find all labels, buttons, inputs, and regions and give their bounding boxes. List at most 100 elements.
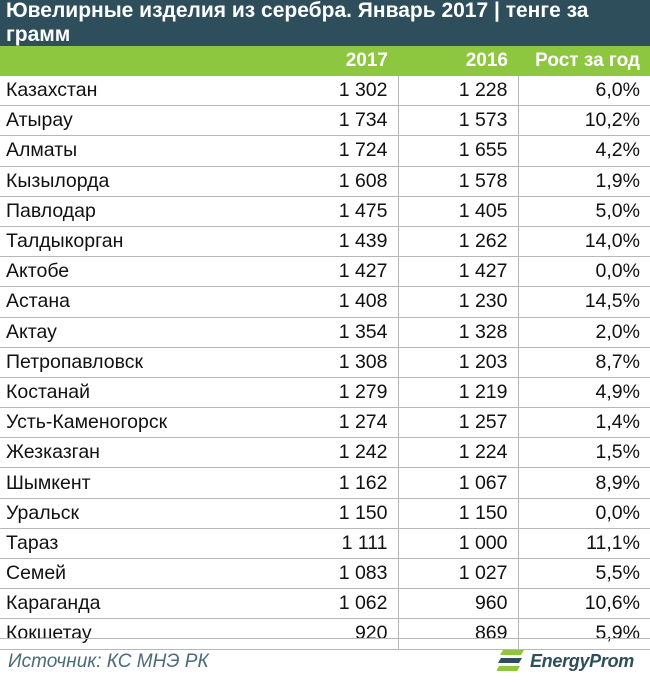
growth-cell: 4,9% (518, 377, 650, 409)
growth-cell: 14,0% (518, 226, 650, 258)
table-row: Атырау 1 734 1 573 10,2% (0, 105, 650, 137)
growth-cell: 11,1% (518, 528, 650, 560)
value-2016-cell: 1 027 (398, 558, 519, 590)
growth-cell: 4,2% (518, 135, 650, 167)
price-table: 2017 2016 Рост за год Казахстан 1 302 1 22… (0, 46, 650, 650)
value-2017-cell: 1 274 (280, 407, 399, 439)
growth-cell: 14,5% (518, 286, 650, 318)
value-2016-cell: 1 257 (398, 407, 519, 439)
table-row: Астана 1 408 1 230 14,5% (0, 286, 650, 318)
region-name-cell: Казахстан (0, 76, 280, 107)
value-2017-cell: 1 439 (280, 226, 399, 258)
value-2017-cell: 1 308 (280, 347, 399, 378)
table-row: Павлодар 1 475 1 405 5,0% (0, 196, 650, 227)
table-row: Уральск 1 150 1 150 0,0% (0, 498, 650, 529)
growth-cell: 2,0% (518, 317, 650, 348)
value-2016-cell: 1 228 (398, 76, 519, 107)
value-2016-cell: 1 150 (398, 498, 519, 529)
value-2016-cell: 1 655 (398, 135, 519, 167)
value-2016-cell: 1 405 (398, 196, 519, 227)
table-row: Караганда 1 062 960 10,6% (0, 588, 650, 620)
value-2017-cell: 1 354 (280, 317, 399, 348)
value-2017-cell: 1 083 (280, 558, 399, 590)
value-2017-cell: 1 408 (280, 286, 399, 318)
table-row: Костанай 1 279 1 219 4,9% (0, 377, 650, 409)
growth-cell: 0,0% (518, 256, 650, 288)
growth-cell: 5,0% (518, 196, 650, 227)
growth-cell: 1,9% (518, 166, 650, 197)
value-2017-cell: 1 150 (280, 498, 399, 529)
growth-cell: 10,6% (518, 588, 650, 620)
table-row: Алматы 1 724 1 655 4,2% (0, 135, 650, 167)
value-2016-cell: 1 427 (398, 256, 519, 288)
region-name-cell: Петропавловск (0, 347, 280, 378)
growth-cell: 5,5% (518, 558, 650, 590)
table-row: Актобе 1 427 1 427 0,0% (0, 256, 650, 288)
table-row: Петропавловск 1 308 1 203 8,7% (0, 347, 650, 378)
region-name-cell: Алматы (0, 135, 280, 167)
region-name-cell: Семей (0, 558, 280, 590)
growth-cell: 8,9% (518, 467, 650, 499)
column-header-growth: Рост за год (518, 46, 650, 76)
region-name-cell: Атырау (0, 105, 280, 137)
growth-cell: 1,5% (518, 437, 650, 469)
growth-cell: 1,4% (518, 407, 650, 439)
value-2017-cell: 1 608 (280, 166, 399, 197)
region-name-cell: Павлодар (0, 196, 280, 227)
table-row: Талдыкорган 1 439 1 262 14,0% (0, 226, 650, 258)
header-row: 2017 2016 Рост за год (0, 46, 650, 76)
value-2017-cell: 1 724 (280, 135, 399, 167)
table-body: Казахстан 1 302 1 228 6,0% Атырау 1 734 1 573 1… (0, 76, 650, 650)
growth-cell: 0,0% (518, 498, 650, 529)
growth-cell: 8,7% (518, 347, 650, 378)
region-name-cell: Актобе (0, 256, 280, 288)
region-name-cell: Тараз (0, 528, 280, 560)
value-2017-cell: 1 162 (280, 467, 399, 499)
table-row: Актау 1 354 1 328 2,0% (0, 317, 650, 348)
region-name-cell: Жезказган (0, 437, 280, 469)
value-2017-cell: 1 734 (280, 105, 399, 137)
value-2016-cell: 1 224 (398, 437, 519, 469)
region-name-cell: Караганда (0, 588, 280, 620)
region-name-cell: Уральск (0, 498, 280, 529)
value-2016-cell: 1 328 (398, 317, 519, 348)
region-name-cell: Усть-Каменогорск (0, 407, 280, 439)
brand-logo: EnergyProm (496, 648, 634, 674)
table-row: Шымкент 1 162 1 067 8,9% (0, 467, 650, 499)
table-row: Жезказган 1 242 1 224 1,5% (0, 437, 650, 469)
value-2017-cell: 1 242 (280, 437, 399, 469)
value-2017-cell: 1 475 (280, 196, 399, 227)
energyprom-logo-icon (496, 650, 524, 671)
value-2017-cell: 1 111 (280, 528, 399, 560)
column-header-region (0, 46, 280, 76)
region-name-cell: Костанай (0, 377, 280, 409)
table-row: Семей 1 083 1 027 5,5% (0, 558, 650, 590)
region-name-cell: Талдыкорган (0, 226, 280, 258)
column-header-2017: 2017 (280, 46, 398, 76)
table-title: Ювелирные изделия из серебра. Январь 201… (0, 0, 650, 46)
value-2016-cell: 1 203 (398, 347, 519, 378)
region-name-cell: Астана (0, 286, 280, 318)
table-row: Казахстан 1 302 1 228 6,0% (0, 76, 650, 107)
value-2017-cell: 1 302 (280, 76, 399, 107)
value-2016-cell: 1 573 (398, 105, 519, 137)
region-name-cell: Актау (0, 317, 280, 348)
footer: Источник: КС МНЭ РК EnergyProm (0, 638, 650, 685)
value-2016-cell: 1 262 (398, 226, 519, 258)
table-row: Кокшетау 920 869 5,9% (0, 618, 650, 650)
value-2016-cell: 869 (398, 618, 519, 650)
table-row: Тараз 1 111 1 000 11,1% (0, 528, 650, 560)
value-2017-cell: 1 427 (280, 256, 399, 288)
region-name-cell: Шымкент (0, 467, 280, 499)
value-2016-cell: 1 578 (398, 166, 519, 197)
column-header-2016: 2016 (398, 46, 518, 76)
table-row: Усть-Каменогорск 1 274 1 257 1,4% (0, 407, 650, 439)
value-2017-cell: 1 279 (280, 377, 399, 409)
table-row: Кызылорда 1 608 1 578 1,9% (0, 166, 650, 197)
value-2016-cell: 1 219 (398, 377, 519, 409)
growth-cell: 10,2% (518, 105, 650, 137)
region-name-cell: Кызылорда (0, 166, 280, 197)
value-2016-cell: 960 (398, 588, 519, 620)
value-2016-cell: 1 067 (398, 467, 519, 499)
source-note: Источник: КС МНЭ РК (8, 651, 209, 672)
